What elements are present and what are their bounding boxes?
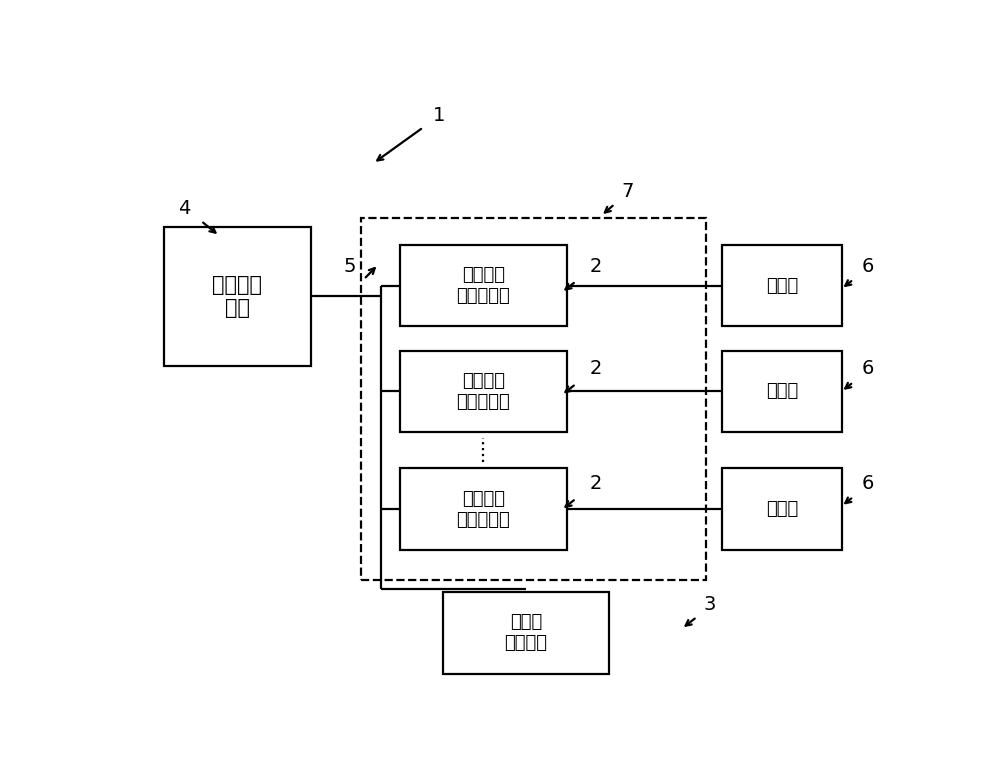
Text: 3: 3 bbox=[704, 595, 716, 614]
Text: 空调设备
（室内机）: 空调设备 （室内机） bbox=[457, 267, 510, 305]
Text: 2: 2 bbox=[589, 256, 602, 276]
Text: 6: 6 bbox=[861, 256, 874, 276]
Text: 6: 6 bbox=[861, 359, 874, 378]
Text: 7: 7 bbox=[621, 183, 633, 201]
Bar bbox=[164, 227, 311, 365]
Text: 空调设备
（室内机）: 空调设备 （室内机） bbox=[457, 372, 510, 411]
Text: 6: 6 bbox=[861, 474, 874, 493]
Bar bbox=[361, 218, 706, 580]
Text: 5: 5 bbox=[344, 256, 356, 276]
Bar bbox=[443, 592, 609, 673]
Bar bbox=[722, 468, 842, 550]
Text: 1: 1 bbox=[433, 106, 445, 125]
Bar bbox=[400, 245, 567, 326]
Text: 遥控器: 遥控器 bbox=[766, 383, 798, 401]
Text: 电力量
测量设备: 电力量 测量设备 bbox=[505, 613, 548, 652]
Text: 2: 2 bbox=[589, 474, 602, 493]
Text: 遥控器: 遥控器 bbox=[766, 500, 798, 518]
Bar bbox=[722, 350, 842, 432]
Text: 空调控制
装置: 空调控制 装置 bbox=[212, 274, 262, 318]
Text: 空调设备
（室内机）: 空调设备 （室内机） bbox=[457, 490, 510, 528]
Text: 2: 2 bbox=[589, 359, 602, 378]
Bar bbox=[722, 245, 842, 326]
Bar bbox=[400, 350, 567, 432]
Text: 4: 4 bbox=[178, 199, 191, 218]
Bar bbox=[400, 468, 567, 550]
Text: 遥控器: 遥控器 bbox=[766, 277, 798, 295]
